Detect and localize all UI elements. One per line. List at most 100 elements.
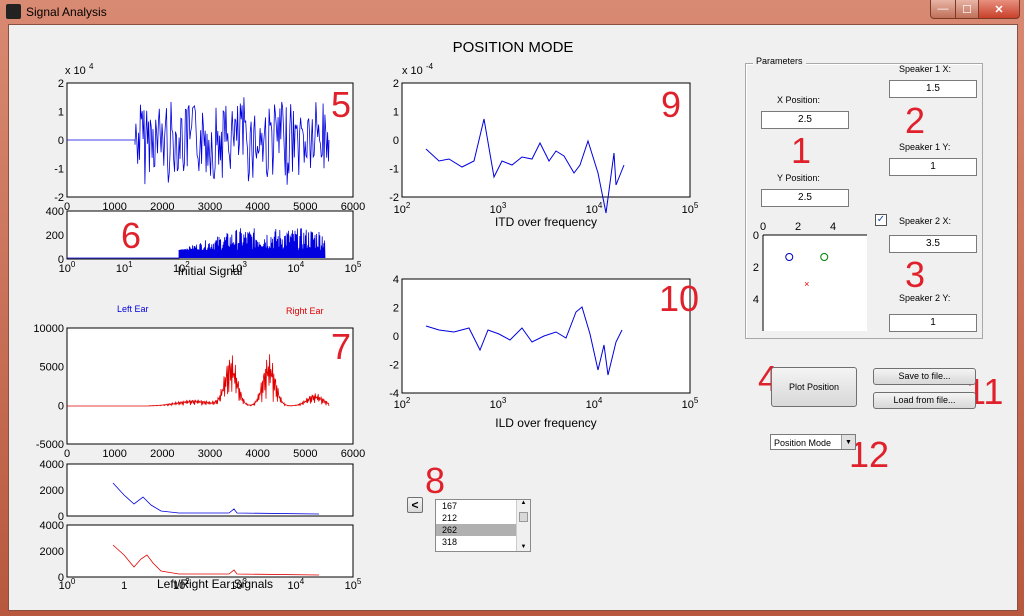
x-tick-label: 0 bbox=[64, 201, 70, 213]
x-tick-label: 5000 bbox=[293, 201, 317, 213]
parameters-panel-title: Parameters bbox=[753, 56, 806, 66]
speaker1-marker bbox=[785, 253, 794, 261]
x-tick-label: 104 bbox=[586, 396, 603, 411]
list-item[interactable]: 167 bbox=[442, 501, 458, 511]
maximize-button[interactable]: ☐ bbox=[955, 0, 979, 19]
y-tick-label: 4 bbox=[393, 274, 399, 286]
plot7-axes bbox=[66, 327, 354, 445]
plot10-axes bbox=[401, 278, 691, 394]
list-item[interactable]: 212 bbox=[442, 513, 458, 523]
x-tick-label: 105 bbox=[345, 260, 362, 275]
x-tick-label: 1000 bbox=[102, 448, 126, 460]
plot-left-ear-axes bbox=[66, 463, 354, 517]
minimize-button[interactable]: — bbox=[930, 0, 956, 19]
x-tick-label: 100 bbox=[59, 260, 76, 275]
listbox-scrollbar[interactable]: ▲ ▼ bbox=[516, 500, 530, 551]
plot-initial-signal-time: x 10 4 210-1-20 1000 2000 3000 4000 5000 6000 bbox=[54, 63, 365, 213]
scroll-thumb[interactable] bbox=[519, 512, 528, 522]
list-item[interactable]: 318 bbox=[442, 537, 458, 547]
plot10-xlabel: ILD over frequency bbox=[495, 416, 596, 430]
x-tick-label: 3000 bbox=[198, 448, 222, 460]
x-tick-label: 100 bbox=[59, 577, 76, 592]
x-tick-label: 5000 bbox=[293, 448, 317, 460]
x-tick-label: 103 bbox=[490, 201, 507, 216]
page-title: POSITION MODE bbox=[452, 39, 574, 56]
y-tick-label: -2 bbox=[54, 192, 64, 204]
x-tick-label: 6000 bbox=[341, 201, 365, 213]
x-tick-label: 6000 bbox=[341, 448, 365, 460]
x-position-label: X Position: bbox=[777, 95, 821, 105]
mini-plot-axes bbox=[763, 235, 867, 331]
speaker2-x-field[interactable]: 3.5 bbox=[889, 235, 977, 253]
speaker2-y-field[interactable]: 1 bbox=[889, 314, 977, 332]
x-tick-label: 105 bbox=[345, 577, 362, 592]
y-tick-label: 2000 bbox=[40, 546, 64, 558]
y-tick-label: -1 bbox=[54, 164, 64, 176]
x-tick-label: 105 bbox=[682, 396, 699, 411]
speaker2-x-label: Speaker 2 X: bbox=[899, 216, 952, 226]
annotation-10: 10 bbox=[659, 278, 700, 319]
svg-text:4: 4 bbox=[89, 63, 94, 71]
y-position-field[interactable]: 2.5 bbox=[761, 189, 849, 207]
y-tick-label: 2000 bbox=[40, 485, 64, 497]
speaker1-y-field[interactable]: 1 bbox=[889, 158, 977, 176]
x-position-field[interactable]: 2.5 bbox=[761, 111, 849, 129]
list-item-selected[interactable]: 262 bbox=[436, 524, 516, 536]
plot10-ild-line bbox=[425, 306, 623, 376]
y-tick-label: 400 bbox=[46, 206, 64, 218]
back-button[interactable]: < bbox=[407, 497, 423, 513]
plot6-spectrum-line bbox=[67, 228, 326, 259]
y-tick-label: 0 bbox=[58, 511, 64, 523]
y-tick-label: 1 bbox=[393, 107, 399, 119]
left-ear-log-line bbox=[112, 482, 320, 515]
x-tick-label: 102 bbox=[394, 201, 411, 216]
mode-dropdown[interactable]: Position Mode ▼ bbox=[770, 434, 856, 450]
annotation-9: 9 bbox=[661, 84, 682, 125]
y-tick-label: 2 bbox=[58, 78, 64, 90]
window-title: Signal Analysis bbox=[26, 5, 107, 19]
x-tick-label: 104 bbox=[287, 577, 304, 592]
svg-text:-4: -4 bbox=[426, 63, 434, 71]
lr-xlabel: Left/Right Ear Signals bbox=[157, 577, 273, 591]
annotation-1: 1 bbox=[791, 130, 812, 171]
speaker1-x-field[interactable]: 1.5 bbox=[889, 80, 977, 98]
scroll-down-icon[interactable]: ▼ bbox=[520, 544, 527, 550]
y-tick-label: 0 bbox=[58, 400, 64, 412]
right-ear-log-line bbox=[112, 544, 320, 576]
plot-position-button[interactable]: Plot Position bbox=[771, 367, 857, 407]
mini-y-tick: 0 bbox=[753, 230, 759, 242]
mini-x-tick: 4 bbox=[830, 221, 836, 233]
load-from-file-button[interactable]: Load from file... bbox=[873, 392, 976, 409]
close-button[interactable]: ✕ bbox=[978, 0, 1020, 19]
listener-marker: × bbox=[804, 279, 809, 289]
frequency-listbox[interactable]: 167 212 262 318 ▲ ▼ bbox=[435, 499, 531, 552]
x-tick-label: 3000 bbox=[198, 201, 222, 213]
x-tick-label: 102 bbox=[394, 396, 411, 411]
y-tick-label: 5000 bbox=[40, 362, 64, 374]
x-tick-label: 104 bbox=[586, 201, 603, 216]
annotation-2: 2 bbox=[905, 100, 926, 141]
plot9-itd-line bbox=[425, 118, 625, 214]
y-tick-label: -4 bbox=[389, 388, 399, 400]
y-position-label: Y Position: bbox=[777, 173, 820, 183]
plot6-xlabel: Initial Signal bbox=[178, 264, 243, 278]
title-bar: Signal Analysis — ☐ ✕ bbox=[0, 0, 1024, 24]
y-tick-label: 2 bbox=[393, 303, 399, 315]
speaker2-checkbox[interactable]: ✓ bbox=[875, 214, 887, 226]
left-ear-label: Left Ear bbox=[117, 304, 149, 314]
mini-x-tick: 0 bbox=[760, 221, 766, 233]
figure-client-area: POSITION MODE x 10 4 2 1 0 -1 -2 0 1000 2000 3000… bbox=[8, 24, 1018, 611]
chevron-down-icon[interactable]: ▼ bbox=[841, 435, 855, 449]
annotation-6: 6 bbox=[121, 215, 142, 256]
x-tick-label: 2000 bbox=[150, 201, 174, 213]
speaker1-x-label: Speaker 1 X: bbox=[899, 64, 952, 74]
x-tick-label: 4000 bbox=[245, 448, 269, 460]
scroll-up-icon[interactable]: ▲ bbox=[520, 500, 527, 506]
save-to-file-button[interactable]: Save to file... bbox=[873, 368, 976, 385]
y-tick-label: 2 bbox=[393, 78, 399, 90]
x-tick-label: 105 bbox=[682, 201, 699, 216]
y-tick-label: 4000 bbox=[40, 520, 64, 532]
